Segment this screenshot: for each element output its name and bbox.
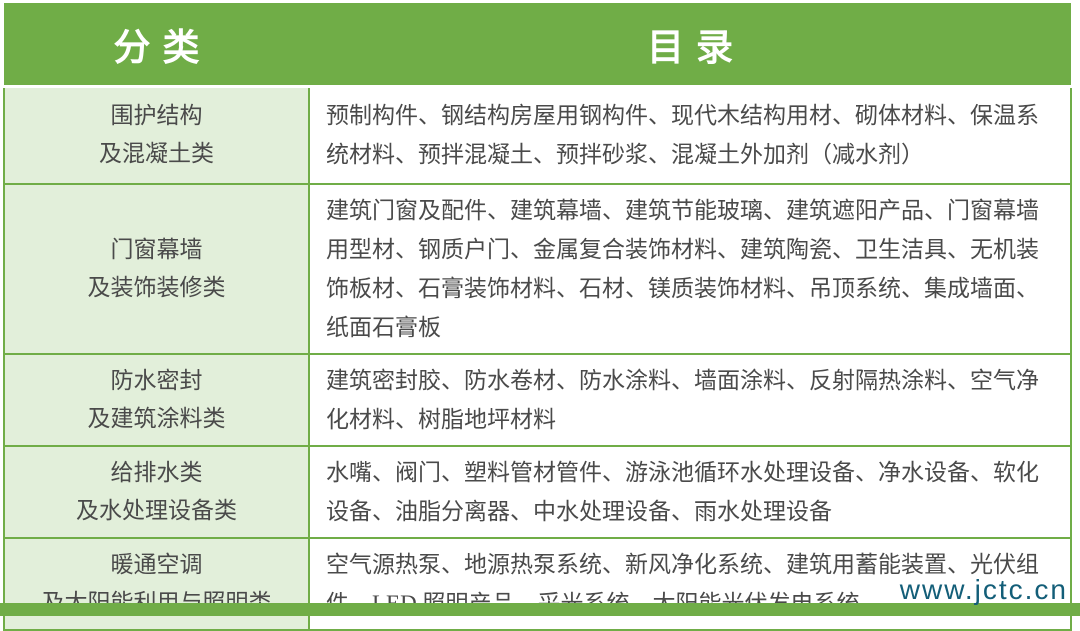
classification-table-container: 分类 目录 围护结构 及混凝土类 预制构件、钢结构房屋用钢构件、现代木结构用材、… (3, 3, 1072, 631)
items-cell: 预制构件、钢结构房屋用钢构件、现代木结构用材、砌体材料、保温系统材料、预拌混凝土… (308, 85, 1072, 185)
category-line-1: 围护结构 (110, 103, 203, 129)
column-header-catalog: 目录 (309, 3, 1071, 88)
category-line-2: 及装饰装修类 (87, 274, 226, 300)
website-watermark: www.jctc.cn (899, 574, 1068, 605)
category-line-2: 及水处理设备类 (76, 497, 237, 523)
category-line-1: 防水密封 (110, 367, 203, 393)
table-row: 防水密封 及建筑涂料类 建筑密封胶、防水卷材、防水涂料、墙面涂料、反射隔热涂料、… (3, 352, 1072, 447)
column-header-category: 分类 (4, 3, 309, 88)
category-line-1: 给排水类 (110, 459, 203, 485)
category-cell: 防水密封 及建筑涂料类 (3, 352, 310, 447)
category-line-1: 暖通空调 (110, 551, 203, 577)
category-cell: 门窗幕墙 及装饰装修类 (3, 182, 310, 355)
items-cell: 建筑密封胶、防水卷材、防水涂料、墙面涂料、反射隔热涂料、空气净化材料、树脂地坪材… (308, 352, 1072, 447)
table-row: 围护结构 及混凝土类 预制构件、钢结构房屋用钢构件、现代木结构用材、砌体材料、保… (3, 85, 1072, 185)
table-row: 门窗幕墙 及装饰装修类 建筑门窗及配件、建筑幕墙、建筑节能玻璃、建筑遮阳产品、门… (3, 182, 1072, 355)
header-row: 分类 目录 (4, 3, 1071, 88)
items-cell: 建筑门窗及配件、建筑幕墙、建筑节能玻璃、建筑遮阳产品、门窗幕墙用型材、钢质户门、… (308, 182, 1072, 355)
bottom-accent-bar (0, 603, 1080, 616)
category-cell: 给排水类 及水处理设备类 (3, 444, 310, 539)
table-row: 给排水类 及水处理设备类 水嘴、阀门、塑料管材管件、游泳池循环水处理设备、净水设… (3, 444, 1072, 539)
category-line-2: 及建筑涂料类 (87, 405, 226, 431)
category-line-2: 及混凝土类 (99, 141, 214, 167)
items-cell: 水嘴、阀门、塑料管材管件、游泳池循环水处理设备、净水设备、软化设备、油脂分离器、… (308, 444, 1072, 539)
category-line-1: 门窗幕墙 (110, 236, 203, 262)
classification-table: 分类 目录 围护结构 及混凝土类 预制构件、钢结构房屋用钢构件、现代木结构用材、… (3, 3, 1072, 631)
category-cell: 围护结构 及混凝土类 (3, 85, 310, 185)
